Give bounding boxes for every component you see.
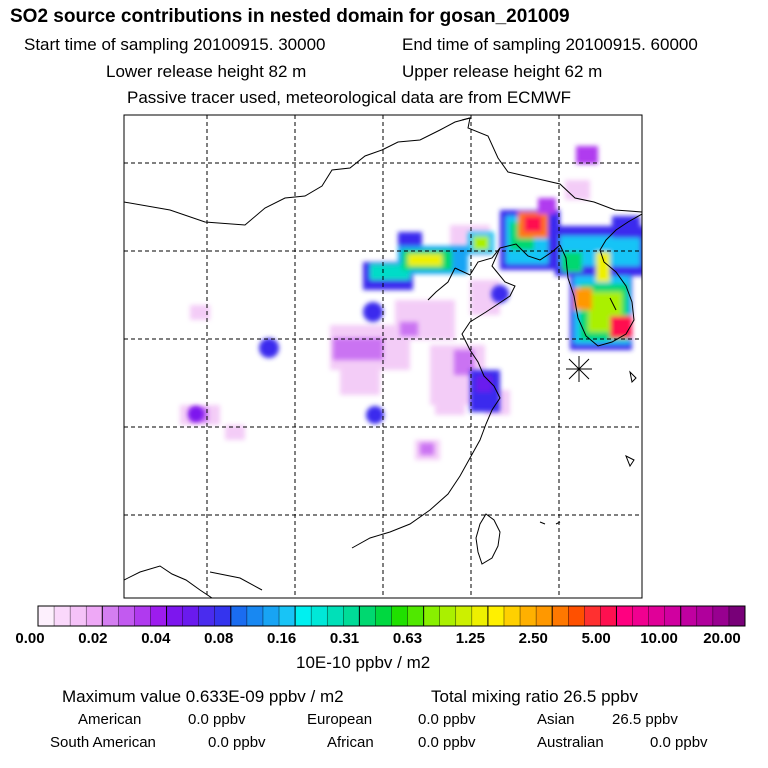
tracer-note: Passive tracer used, meteorological data… bbox=[127, 88, 572, 107]
african-label: African bbox=[327, 734, 374, 751]
colorbar-swatch bbox=[279, 606, 296, 626]
colorbar-swatch bbox=[648, 606, 666, 626]
american-label: American bbox=[78, 711, 142, 728]
colorbar-swatch bbox=[584, 606, 601, 626]
colorbar-tick-label: 5.00 bbox=[581, 630, 611, 647]
colorbar-swatch bbox=[54, 606, 71, 626]
colorbar-units: 10E-10 ppbv / m2 bbox=[296, 653, 431, 672]
colorbar-swatch bbox=[552, 606, 569, 626]
colorbar-swatch bbox=[423, 606, 441, 626]
colorbar-tick-label: 0.04 bbox=[141, 630, 171, 647]
colorbar-swatch bbox=[38, 606, 55, 626]
colorbar-swatch bbox=[311, 606, 328, 626]
colorbar-swatch bbox=[246, 606, 264, 626]
colorbar-swatch bbox=[439, 606, 457, 626]
receptor-marker bbox=[566, 356, 592, 382]
colorbar-swatch bbox=[359, 606, 376, 626]
colorbar-swatch bbox=[295, 606, 312, 626]
colorbar-swatch bbox=[503, 606, 521, 626]
colorbar-tick-label: 0.00 bbox=[15, 630, 45, 647]
colorbar-swatch bbox=[471, 606, 489, 626]
colorbar-swatch bbox=[182, 606, 200, 626]
colorbar-swatch bbox=[230, 606, 248, 626]
colorbar-swatch bbox=[632, 606, 650, 626]
colorbar-swatch bbox=[696, 606, 714, 626]
asian-label: Asian bbox=[537, 711, 575, 728]
colorbar-swatch bbox=[728, 606, 746, 626]
graticule bbox=[124, 115, 642, 598]
colorbar-swatch bbox=[134, 606, 151, 626]
colorbar-swatch bbox=[568, 606, 585, 626]
colorbar-tick-label: 1.25 bbox=[455, 630, 485, 647]
colorbar-tick-label: 10.00 bbox=[640, 630, 678, 647]
asian-value: 26.5 ppbv bbox=[612, 711, 678, 728]
colorbar-swatch bbox=[102, 606, 119, 626]
colorbar-swatch bbox=[86, 606, 103, 626]
colorbar-swatch bbox=[391, 606, 409, 626]
colorbar-swatch bbox=[616, 606, 634, 626]
colorbar-tick-label: 0.31 bbox=[329, 630, 360, 647]
colorbar-swatch bbox=[166, 606, 184, 626]
page-title: SO2 source contributions in nested domai… bbox=[10, 6, 570, 27]
south-american-label: South American bbox=[50, 734, 156, 751]
map-frame bbox=[123, 114, 643, 599]
colorbar-swatch bbox=[455, 606, 473, 626]
south-american-value: 0.0 ppbv bbox=[208, 734, 266, 751]
colorbar-swatch bbox=[70, 606, 87, 626]
colorbar-swatch bbox=[536, 606, 553, 626]
colorbar-swatch bbox=[198, 606, 216, 626]
australian-value: 0.0 ppbv bbox=[650, 734, 708, 751]
maximum-value: Maximum value 0.633E-09 ppbv / m2 bbox=[62, 687, 344, 706]
colorbar-tick-label: 0.02 bbox=[78, 630, 108, 647]
colorbar bbox=[37, 605, 746, 627]
total-mixing-ratio: Total mixing ratio 26.5 ppbv bbox=[431, 687, 638, 706]
colorbar-swatch bbox=[343, 606, 360, 626]
upper-release-height: Upper release height 62 m bbox=[402, 62, 603, 81]
coastlines bbox=[124, 117, 642, 598]
colorbar-tick-label: 0.63 bbox=[392, 630, 423, 647]
colorbar-tick-label: 0.08 bbox=[204, 630, 234, 647]
european-label: European bbox=[307, 711, 373, 728]
colorbar-swatch bbox=[680, 606, 698, 626]
colorbar-swatch bbox=[712, 606, 730, 626]
end-time: End time of sampling 20100915. 60000 bbox=[402, 35, 698, 54]
colorbar-swatch bbox=[214, 606, 232, 626]
american-value: 0.0 ppbv bbox=[188, 711, 246, 728]
australian-label: Australian bbox=[537, 734, 604, 751]
colorbar-tick-label: 2.50 bbox=[518, 630, 548, 647]
african-value: 0.0 ppbv bbox=[418, 734, 476, 751]
colorbar-tick-label: 0.16 bbox=[267, 630, 297, 647]
colorbar-swatch bbox=[487, 606, 505, 626]
colorbar-swatch bbox=[262, 606, 280, 626]
colorbar-frame bbox=[37, 605, 746, 627]
colorbar-swatch bbox=[375, 606, 392, 626]
colorbar-swatch bbox=[150, 606, 168, 626]
colorbar-tick-label: 20.00 bbox=[703, 630, 741, 647]
colorbar-swatch bbox=[520, 606, 537, 626]
colorbar-swatch bbox=[664, 606, 682, 626]
european-value: 0.0 ppbv bbox=[418, 711, 476, 728]
colorbar-swatch bbox=[118, 606, 135, 626]
start-time: Start time of sampling 20100915. 30000 bbox=[24, 35, 326, 54]
colorbar-swatch bbox=[327, 606, 344, 626]
colorbar-swatch bbox=[407, 606, 425, 626]
colorbar-swatch bbox=[600, 606, 617, 626]
lower-release-height: Lower release height 82 m bbox=[106, 62, 307, 81]
